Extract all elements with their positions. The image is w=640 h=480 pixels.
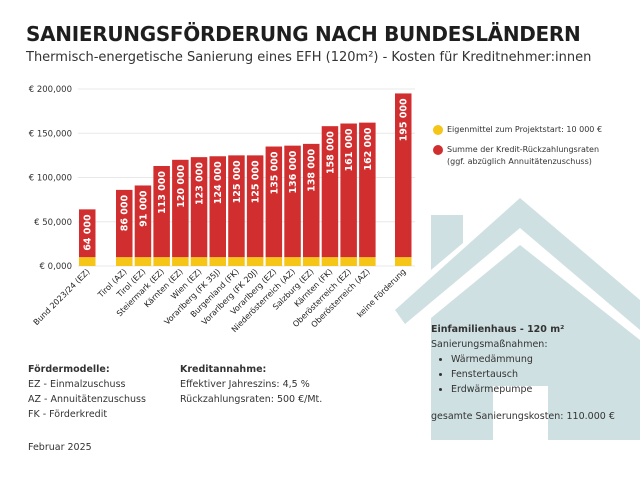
- measure-item: Fenstertausch: [451, 367, 615, 382]
- bar-eigenmittel: [246, 257, 264, 266]
- bar-kredit: [153, 165, 170, 258]
- legend-label: Eigenmittel zum Projektstart: 10 000 €: [447, 125, 603, 134]
- data-label: 136 000: [288, 150, 299, 193]
- bar-eigenmittel: [172, 257, 189, 266]
- data-label: 64 000: [83, 214, 94, 251]
- date: Februar 2025: [28, 442, 92, 453]
- bar-kredit: [284, 145, 301, 258]
- bar-eigenmittel: [321, 257, 339, 266]
- bar-eigenmittel: [228, 257, 245, 266]
- house-info: Einfamilienhaus - 120 m² Sanierungsmaßna…: [431, 322, 615, 424]
- kredit-heading: Kreditannahme:: [180, 364, 267, 375]
- model-line: EZ - Einmalzuschuss: [28, 379, 126, 390]
- legend-item-kredit: Summe der Kredit-Rückzahlungsraten (ggf.…: [433, 144, 599, 168]
- bar-eigenmittel: [190, 257, 208, 266]
- bar-kredit: [190, 157, 208, 258]
- bar-kredit: [340, 123, 357, 258]
- model-line: AZ - Annuitätenzuschuss: [28, 394, 146, 405]
- house-heading: Einfamilienhaus - 120 m²: [431, 324, 565, 335]
- data-label: 123 000: [195, 162, 206, 205]
- data-label: 124 000: [213, 161, 224, 204]
- house-door: [493, 386, 548, 440]
- y-tick-label: € 100,000: [29, 174, 72, 184]
- bar-eigenmittel: [79, 257, 96, 266]
- bar-kredit: [265, 146, 283, 258]
- model-line: FK - Förderkredit: [28, 409, 108, 420]
- y-tick-label: € 150,000: [29, 129, 72, 139]
- legend-swatch-red: [433, 144, 443, 155]
- kredit-line: Rückzahlungsraten: 500 €/Mt.: [180, 394, 323, 405]
- bar-kredit: [209, 156, 226, 258]
- bar-kredit: [303, 143, 320, 258]
- bar-eigenmittel: [134, 257, 152, 266]
- data-label: 91 000: [138, 190, 149, 227]
- data-label: 120 000: [176, 164, 187, 207]
- data-label: 125 000: [251, 160, 262, 203]
- bar-eigenmittel: [265, 257, 283, 266]
- bar-eigenmittel: [209, 257, 226, 266]
- data-label: 135 000: [269, 151, 280, 194]
- house-body: [431, 245, 640, 440]
- foerdermodelle: Fördermodelle: EZ - Einmalzuschuss AZ - …: [28, 362, 146, 422]
- bar-eigenmittel: [284, 257, 301, 266]
- data-label: 158 000: [325, 131, 336, 174]
- bar-kredit: [246, 155, 264, 258]
- bar-eigenmittel: [359, 257, 376, 266]
- legend-label: (ggf. abzüglich Annuitätenzuschuss): [447, 157, 592, 166]
- legend-label: Summe der Kredit-Rückzahlungsraten: [447, 145, 600, 154]
- y-tick-label: € 200,000: [29, 85, 72, 95]
- data-label: 113 000: [157, 171, 168, 214]
- x-tick-label: Bund 2023/24 (EZ): [32, 267, 92, 327]
- total-cost: gesamte Sanierungskosten: 110.000 €: [431, 411, 615, 422]
- bar-kredit: [134, 185, 152, 258]
- bar-kredit: [395, 93, 412, 258]
- y-tick-label: € 0,000: [40, 262, 72, 272]
- bar-kredit: [321, 126, 339, 258]
- kreditannahme: Kreditannahme: Effektiver Jahreszins: 4,…: [180, 362, 322, 407]
- data-label: 125 000: [232, 160, 243, 203]
- measure-item: Erdwärmepumpe: [451, 382, 615, 397]
- legend-item-eigenmittel: Eigenmittel zum Projektstart: 10 000 €: [433, 124, 602, 135]
- bar-kredit: [116, 189, 133, 258]
- bar-eigenmittel: [153, 257, 170, 266]
- measure-item: Wärmedämmung: [451, 352, 615, 367]
- foerdermodelle-heading: Fördermodelle:: [28, 364, 110, 375]
- bar-kredit: [172, 159, 189, 258]
- bar-kredit: [359, 122, 376, 258]
- data-label: 162 000: [363, 127, 374, 170]
- data-label: 161 000: [344, 128, 355, 171]
- bar-eigenmittel: [116, 257, 133, 266]
- house-roof: [395, 198, 640, 330]
- bar-kredit: [79, 209, 96, 258]
- bar-eigenmittel: [303, 257, 320, 266]
- chart-subtitle: Thermisch-energetische Sanierung eines E…: [26, 50, 592, 65]
- kredit-line: Effektiver Jahreszins: 4,5 %: [180, 379, 310, 390]
- legend-swatch-yellow: [433, 124, 443, 135]
- data-label: 195 000: [399, 98, 410, 141]
- bar-eigenmittel: [340, 257, 357, 266]
- house-subheading: Sanierungsmaßnahmen:: [431, 339, 548, 350]
- y-tick-label: € 50,000: [34, 218, 72, 228]
- data-label: 138 000: [307, 148, 318, 191]
- house-chimney: [431, 215, 463, 270]
- data-label: 86 000: [120, 195, 131, 232]
- bar-eigenmittel: [395, 257, 412, 266]
- bar-kredit: [228, 155, 245, 258]
- chart-title: SANIERUNGSFÖRDERUNG NACH BUNDESLÄNDERN: [26, 22, 581, 46]
